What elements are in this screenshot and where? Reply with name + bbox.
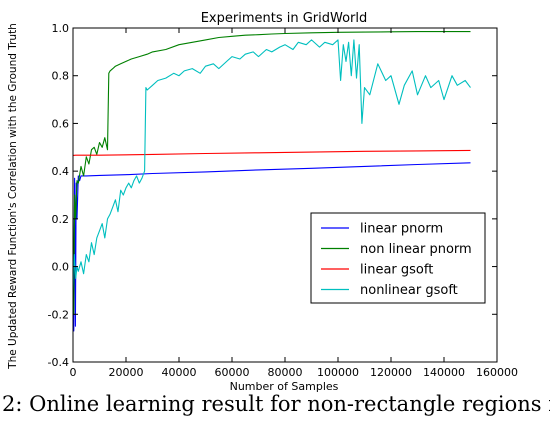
- y-tick-label: 0.6: [52, 117, 70, 130]
- y-axis-label: The Updated Reward Function's Correlatio…: [7, 23, 19, 370]
- x-tick-label: 60000: [215, 366, 250, 379]
- chart-title: Experiments in GridWorld: [201, 11, 368, 26]
- series-lines: [73, 31, 471, 332]
- y-tick-label: -0.2: [48, 308, 69, 321]
- plot-area: 0 20000 40000 60000 80000 100000 120000 140000 1…: [48, 22, 518, 379]
- series-line-1: [73, 31, 471, 315]
- x-tick-label: 20000: [109, 366, 144, 379]
- x-tick-label: 140000: [423, 366, 465, 379]
- y-tick-label: -0.4: [48, 356, 69, 369]
- line-chart: Experiments in GridWorld 0 20000 40000 6000…: [7, 11, 518, 392]
- series-line-3: [73, 39, 471, 291]
- series-line-0: [73, 162, 471, 332]
- y-tick-label: 0.0: [52, 261, 70, 274]
- legend: linear pnorm non linear pnorm linear gsoft…: [310, 212, 486, 304]
- x-axis-label: Number of Samples: [230, 380, 339, 392]
- x-tick-label: 0: [70, 366, 77, 379]
- y-tick-label: 0.4: [52, 165, 70, 178]
- legend-label: linear gsoft: [360, 263, 433, 278]
- series-line-2: [73, 149, 471, 156]
- x-tick-label: 160000: [476, 366, 518, 379]
- y-tick-label: 1.0: [52, 22, 70, 35]
- legend-label: linear pnorm: [360, 222, 443, 237]
- legend-label: nonlinear gsoft: [360, 283, 458, 298]
- x-tick-label: 100000: [317, 366, 359, 379]
- x-tick-label: 40000: [162, 366, 197, 379]
- x-tick-label: 120000: [370, 366, 412, 379]
- plot-frame: [72, 27, 498, 363]
- figure-caption: 2: Online learning result for non-rectan…: [2, 392, 550, 416]
- x-tick-label: 80000: [268, 366, 303, 379]
- y-tick-label: 0.2: [52, 213, 70, 226]
- y-tick-label: 0.8: [52, 70, 70, 83]
- legend-label: non linear pnorm: [360, 242, 472, 257]
